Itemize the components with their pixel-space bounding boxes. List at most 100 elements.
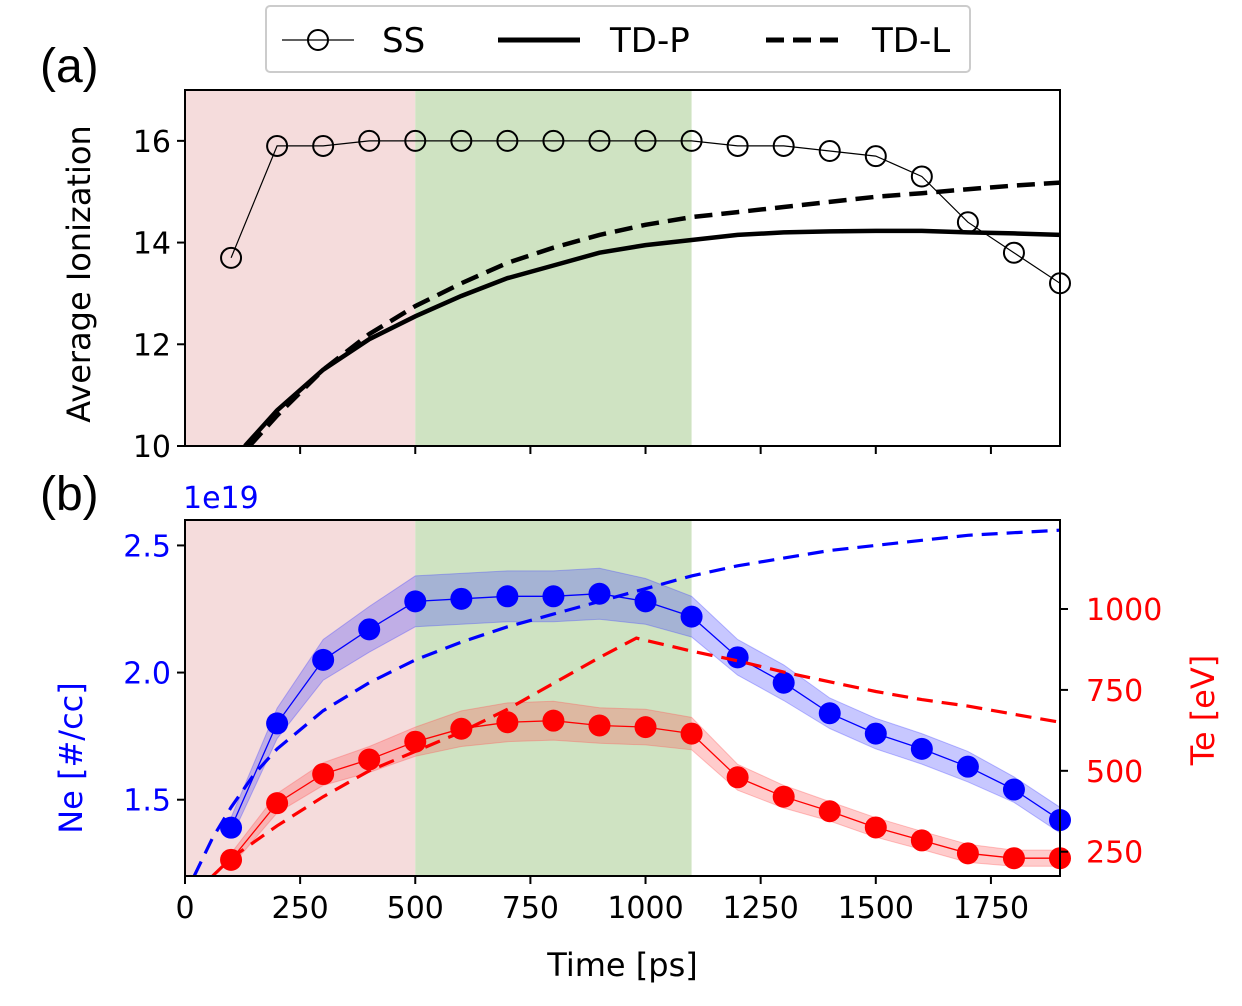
panel-b-right-y-tick-label: 1000 bbox=[1086, 593, 1162, 628]
panel-b-te-point bbox=[542, 709, 565, 732]
panel-b-letter: (b) bbox=[40, 468, 99, 521]
panel-a-ss-point bbox=[220, 246, 243, 269]
panel-a-ticks: 10 12 14 16 bbox=[133, 125, 992, 465]
panel-b-ne-point bbox=[496, 585, 519, 608]
panel-b-left-y-tick-label: 2.0 bbox=[123, 657, 171, 692]
panel-b: 0 250 500 750 1000 1250 1500 1750 1.5 2.0 2.5 250 50… bbox=[40, 468, 1222, 984]
panel-b-ne-point bbox=[910, 737, 933, 760]
panel-b-ne-point bbox=[266, 712, 289, 735]
legend: SS TD-P TD-L bbox=[265, 5, 971, 73]
panel-a-region-0 bbox=[185, 90, 416, 446]
panel-a-ss-point bbox=[358, 129, 381, 152]
panel-a-ss-point bbox=[772, 134, 795, 157]
panel-a-y-tick-label: 14 bbox=[133, 227, 171, 262]
panel-b-ne-point bbox=[726, 646, 749, 669]
panel-b-left-y-axis-label: Ne [#/cc] bbox=[52, 682, 90, 834]
panel-a-y-tick-label: 12 bbox=[133, 328, 171, 363]
panel-b-te-point bbox=[772, 785, 795, 808]
panel-b-ne-point bbox=[818, 702, 841, 725]
panel-b-te-point bbox=[588, 714, 611, 737]
panel-b-te-point bbox=[312, 763, 335, 786]
panel-b-te-point bbox=[634, 716, 657, 739]
panel-b-te-point bbox=[680, 722, 703, 745]
panel-b-ne-point bbox=[220, 816, 243, 839]
panel-a-frame bbox=[184, 89, 1061, 447]
panel-b-right-y-tick-label: 750 bbox=[1086, 674, 1143, 709]
panel-a-letter: (a) bbox=[40, 40, 99, 93]
panel-a-ss-point bbox=[496, 129, 519, 152]
panel-b-ne-point bbox=[312, 648, 335, 671]
panel-b-te-point bbox=[726, 766, 749, 789]
panel-b-x-tick-label: 1500 bbox=[838, 891, 914, 926]
panel-b-te-point bbox=[1002, 847, 1025, 870]
panel-b-x-tick-label: 500 bbox=[387, 891, 444, 926]
panel-b-x-tick-label: 1000 bbox=[607, 891, 683, 926]
legend-td-l-label: TD-L bbox=[871, 21, 950, 61]
panel-a-ss-point bbox=[864, 145, 887, 168]
panel-a-ss-point bbox=[634, 129, 657, 152]
panel-b-region-1 bbox=[415, 520, 692, 876]
panel-b-te-point bbox=[864, 816, 887, 839]
panel-b-frame bbox=[184, 519, 1061, 877]
panel-a: 10 12 14 16 Average Ionization (a) bbox=[40, 40, 1071, 465]
panel-b-te-point bbox=[818, 800, 841, 823]
panel-b-te-point bbox=[266, 792, 289, 815]
panel-b-ne-point bbox=[772, 671, 795, 694]
panel-a-ss-point bbox=[726, 134, 749, 157]
panel-a-ss-point bbox=[266, 134, 289, 157]
legend-entry-td-p: TD-P bbox=[498, 21, 690, 61]
panel-a-ss-point bbox=[542, 129, 565, 152]
panel-b-te-point bbox=[956, 842, 979, 865]
panel-b-ne-point bbox=[404, 590, 427, 613]
panel-b-x-tick-label: 750 bbox=[502, 891, 559, 926]
panel-b-ne-point bbox=[864, 722, 887, 745]
panel-a-ss-point bbox=[680, 129, 703, 152]
legend-box bbox=[265, 5, 971, 73]
panel-b-left-y-tick-label: 2.5 bbox=[123, 529, 171, 564]
panel-a-td-p-line bbox=[243, 228, 1060, 446]
panel-b-y-offset-text: 1e19 bbox=[183, 481, 259, 516]
panel-a-ss-point bbox=[818, 140, 841, 163]
legend-td-p-label: TD-P bbox=[609, 21, 690, 61]
panel-a-shaded-regions bbox=[185, 90, 692, 446]
panel-b-right-y-axis-label: Te [eV] bbox=[1184, 655, 1222, 767]
panel-a-td-l-line bbox=[247, 180, 1060, 446]
panel-a-ss-point bbox=[450, 129, 473, 152]
panel-a-y-axis-label: Average Ionization bbox=[60, 125, 98, 422]
panel-b-x-axis-label: Time [ps] bbox=[546, 946, 697, 984]
panel-b-ne-point bbox=[1002, 778, 1025, 801]
panel-a-ss-line bbox=[230, 140, 1060, 284]
panel-a-y-tick-label: 10 bbox=[133, 430, 171, 465]
panel-b-left-y-tick-label: 1.5 bbox=[123, 784, 171, 819]
panel-b-te-point bbox=[358, 748, 381, 771]
panel-a-region-1 bbox=[415, 90, 692, 446]
panel-a-ss-point bbox=[1002, 241, 1025, 264]
panel-a-series bbox=[220, 129, 1071, 446]
panel-b-x-tick-label: 1750 bbox=[953, 891, 1029, 926]
panel-b-x-tick-label: 0 bbox=[175, 891, 194, 926]
panel-a-ss-point bbox=[404, 129, 427, 152]
panel-b-region-0 bbox=[185, 520, 416, 876]
panel-b-ne-point bbox=[634, 590, 657, 613]
panel-b-te-point bbox=[404, 730, 427, 753]
panel-b-ne-point bbox=[542, 585, 565, 608]
legend-ss-label: SS bbox=[382, 21, 425, 61]
panel-b-ne-point bbox=[358, 618, 381, 641]
panel-b-ticks: 0 250 500 750 1000 1250 1500 1750 1.5 2.0 2.5 250 50… bbox=[123, 529, 1162, 926]
panel-b-ne-point bbox=[680, 605, 703, 628]
panel-a-ss-point bbox=[588, 129, 611, 152]
legend-entry-td-l: TD-L bbox=[766, 21, 950, 61]
legend-entry-ss: SS bbox=[282, 21, 425, 61]
panel-b-ne-dashed-line bbox=[192, 528, 1060, 876]
panel-a-ss-point bbox=[312, 134, 335, 157]
panel-a-y-tick-label: 16 bbox=[133, 125, 171, 160]
panel-b-ne-point bbox=[450, 587, 473, 610]
panel-b-te-point bbox=[910, 829, 933, 852]
panel-b-shaded-regions bbox=[185, 520, 692, 876]
panel-b-te-point bbox=[496, 711, 519, 734]
panel-b-right-y-tick-label: 250 bbox=[1086, 836, 1143, 871]
panel-a-ss-point bbox=[910, 165, 933, 188]
legend-ss-marker bbox=[307, 29, 329, 51]
panel-b-ne-point bbox=[956, 755, 979, 778]
